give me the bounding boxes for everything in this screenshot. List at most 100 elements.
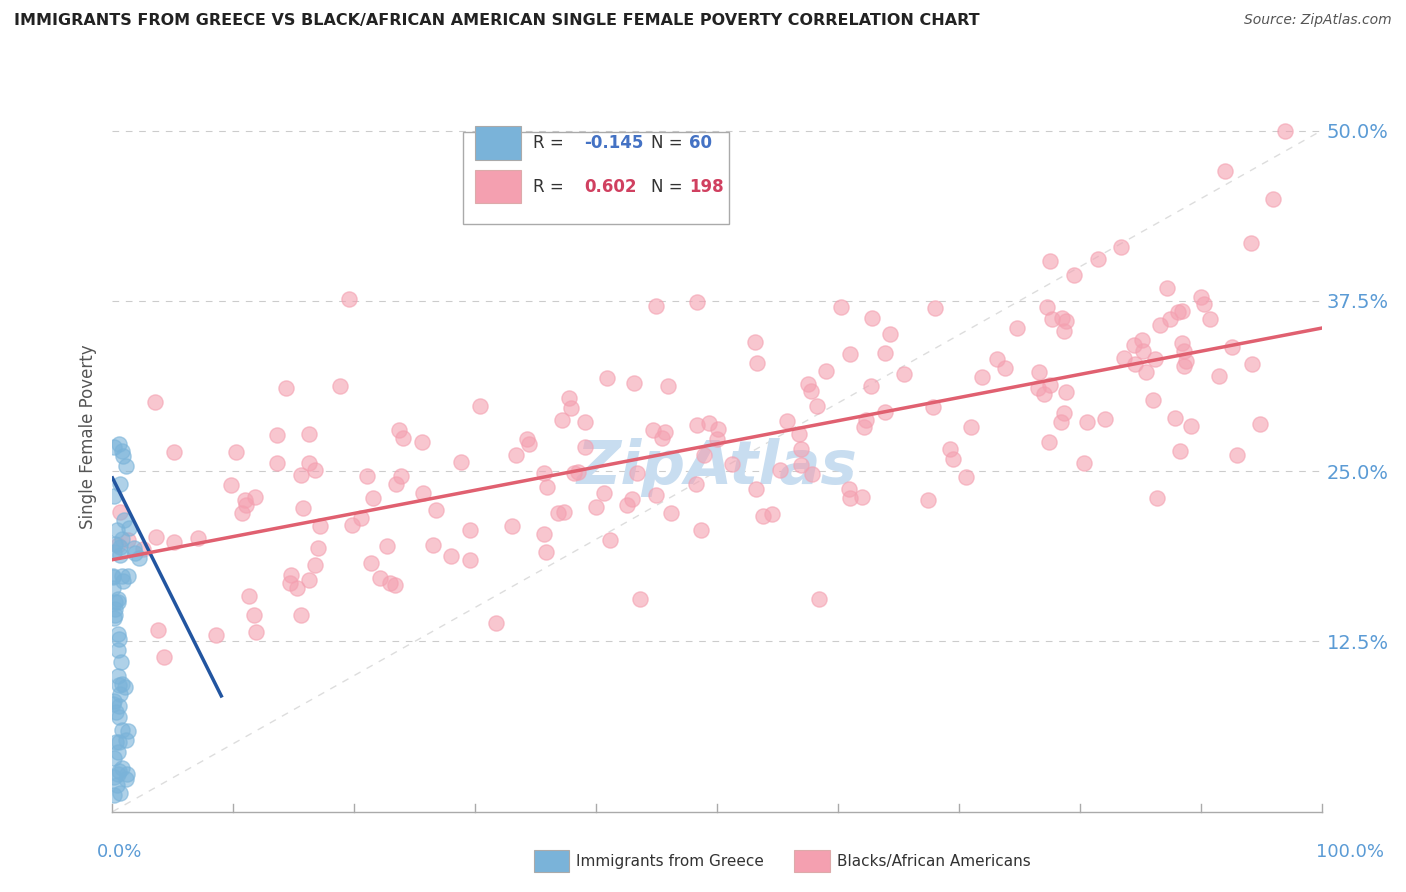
Point xyxy=(225,445,247,459)
Point xyxy=(112,574,135,589)
Point xyxy=(108,541,131,555)
Point xyxy=(994,361,1017,376)
Point xyxy=(807,591,830,606)
Point xyxy=(153,649,176,664)
Point xyxy=(706,422,728,436)
Point xyxy=(388,423,411,437)
Point xyxy=(101,568,124,582)
Point xyxy=(231,506,253,520)
Point xyxy=(693,449,716,463)
Point xyxy=(290,468,312,483)
Point xyxy=(368,571,391,585)
Point xyxy=(111,533,134,547)
Point xyxy=(103,751,125,765)
Point xyxy=(536,480,558,494)
Point xyxy=(560,401,582,416)
Point xyxy=(986,352,1008,367)
Point xyxy=(187,531,209,545)
Point xyxy=(108,678,131,692)
Point xyxy=(107,764,129,778)
Point xyxy=(1054,384,1077,399)
Point xyxy=(440,549,463,563)
Point xyxy=(873,405,896,419)
Text: 60: 60 xyxy=(689,135,713,153)
Point xyxy=(146,623,169,637)
Point xyxy=(860,310,883,325)
Point xyxy=(839,347,862,361)
Point xyxy=(1173,344,1195,359)
Point xyxy=(1146,491,1168,505)
Point xyxy=(468,399,491,413)
Point xyxy=(103,770,125,784)
Point xyxy=(1168,444,1191,458)
Point xyxy=(110,477,132,491)
Point xyxy=(551,413,574,427)
Point xyxy=(1220,340,1243,354)
Text: Blacks/African Americans: Blacks/African Americans xyxy=(837,855,1031,869)
Point xyxy=(959,420,981,434)
Point xyxy=(1087,252,1109,266)
Point xyxy=(107,538,129,552)
Point xyxy=(243,607,266,622)
Point xyxy=(769,463,792,477)
Point xyxy=(851,490,873,504)
Point xyxy=(1241,357,1264,371)
Point xyxy=(1159,311,1181,326)
Point xyxy=(108,504,131,518)
Text: Immigrants from Greece: Immigrants from Greece xyxy=(576,855,765,869)
Point xyxy=(337,292,360,306)
Point xyxy=(697,416,720,430)
Point xyxy=(1274,123,1296,137)
Point xyxy=(815,364,838,378)
Point xyxy=(623,376,645,390)
Text: 198: 198 xyxy=(689,178,724,196)
Point xyxy=(107,709,129,723)
Point xyxy=(107,643,129,657)
Point xyxy=(163,535,186,549)
Point xyxy=(561,137,583,152)
Point xyxy=(103,489,125,503)
Point xyxy=(553,505,575,519)
Point xyxy=(361,491,384,506)
Point xyxy=(645,299,668,313)
Point xyxy=(425,503,447,517)
Point xyxy=(659,506,682,520)
Point xyxy=(745,483,768,497)
Point xyxy=(117,533,139,547)
Point xyxy=(1038,435,1060,450)
Point xyxy=(108,699,131,714)
Point xyxy=(107,669,129,683)
Point xyxy=(111,723,134,738)
Point xyxy=(562,467,585,481)
Point xyxy=(103,440,125,454)
Point xyxy=(574,415,596,429)
Point xyxy=(297,456,319,470)
Point xyxy=(107,735,129,749)
FancyBboxPatch shape xyxy=(463,132,730,224)
Point xyxy=(389,469,412,483)
Point xyxy=(645,488,668,502)
Point xyxy=(450,455,472,469)
Point xyxy=(308,518,330,533)
Point xyxy=(533,527,555,541)
Point xyxy=(103,789,125,803)
Point xyxy=(118,520,141,534)
Point xyxy=(340,518,363,533)
Point xyxy=(1164,411,1187,425)
Point xyxy=(1240,235,1263,250)
Point xyxy=(105,778,128,792)
Text: 0.0%: 0.0% xyxy=(97,843,142,861)
Point xyxy=(107,746,129,760)
Point xyxy=(143,394,166,409)
Point xyxy=(350,511,373,525)
Point xyxy=(285,582,308,596)
Point xyxy=(643,423,665,437)
Text: N =: N = xyxy=(651,178,688,196)
Point xyxy=(411,434,433,449)
Point xyxy=(1263,192,1285,206)
Point xyxy=(747,356,769,370)
Point xyxy=(893,367,915,381)
Point xyxy=(103,611,125,625)
Point xyxy=(1039,378,1062,392)
Point xyxy=(501,519,523,533)
